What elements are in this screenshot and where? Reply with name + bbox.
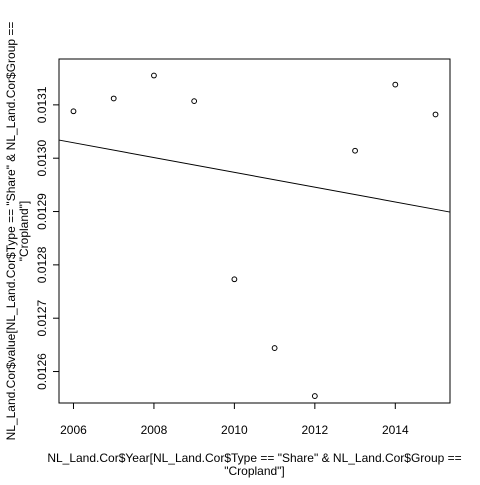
data-point [432,111,439,118]
data-point [110,95,117,102]
y-axis-label-line2: "Cropland"] [17,201,31,262]
data-point [352,147,358,154]
trend-line [58,139,451,213]
x-tick-label: 2012 [301,423,328,437]
data-point [271,345,278,351]
data-point [70,108,77,115]
x-axis-label-line2: "Cropland"] [224,464,285,478]
data-point [392,81,399,88]
x-axis-label-line1: NL_Land.Cor$Year[NL_Land.Cor$Type == "Sh… [47,451,461,465]
y-axis: 0.0126 0.0127 0.0128 0.0129 0.0130 0.0131 [35,86,59,390]
x-tick-label: 2008 [141,423,168,437]
data-points [70,72,439,399]
y-tick-label: 0.0130 [35,140,49,177]
data-point [151,72,157,79]
x-axis: 2006 2008 2010 2012 2014 [60,403,409,437]
y-tick-label: 0.0127 [35,300,49,337]
x-tick-label: 2006 [60,423,87,437]
y-tick-label: 0.0129 [35,193,49,230]
y-tick-label: 0.0131 [35,86,49,123]
y-tick-label: 0.0126 [35,353,49,390]
data-point [191,98,198,105]
data-point [231,276,238,283]
plot-box [58,58,451,404]
y-axis-label-line1: NL_Land.Cor$value[NL_Land.Cor$Type == "S… [4,22,18,441]
x-tick-label: 2010 [221,423,248,437]
y-tick-label: 0.0128 [35,246,49,283]
data-point [311,393,318,399]
x-tick-label: 2014 [382,423,409,437]
